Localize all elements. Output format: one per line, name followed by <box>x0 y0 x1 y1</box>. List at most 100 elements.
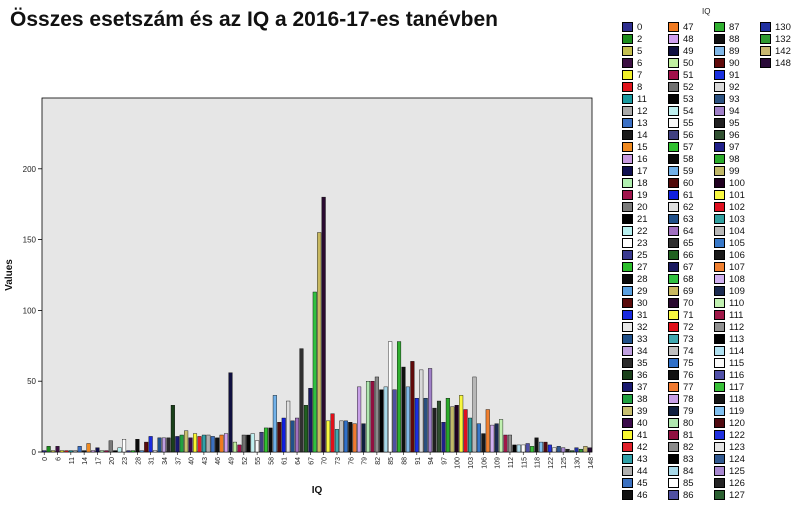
legend-label: 97 <box>729 141 740 153</box>
legend-swatch <box>622 346 633 356</box>
legend-swatch <box>760 22 771 32</box>
y-tick-label: 100 <box>23 306 37 315</box>
legend-label: 60 <box>683 177 694 189</box>
legend-label: 43 <box>637 453 648 465</box>
x-tick-label: 64 <box>295 457 302 465</box>
bar-iq-70 <box>321 196 326 453</box>
legend-label: 31 <box>637 309 648 321</box>
legend-swatch <box>622 430 633 440</box>
legend-swatch <box>760 46 771 56</box>
bar-iq-58 <box>268 427 273 453</box>
legend-label: 111 <box>729 309 744 321</box>
legend-label: 96 <box>729 129 740 141</box>
legend-item-iq-122: 122 <box>714 429 745 441</box>
legend-swatch <box>714 382 725 392</box>
legend-swatch <box>714 190 725 200</box>
legend-swatch <box>714 250 725 260</box>
legend-label: 81 <box>683 429 694 441</box>
legend-label: 32 <box>637 321 648 333</box>
legend-item-iq-62: 62 <box>668 201 694 213</box>
legend-item-iq-99: 99 <box>714 165 740 177</box>
bar-iq-94 <box>428 368 433 453</box>
legend-swatch <box>668 118 679 128</box>
x-tick-label: 67 <box>308 457 315 465</box>
bar-iq-108 <box>490 424 495 453</box>
legend-label: 46 <box>637 489 648 501</box>
bar-iq-111 <box>503 434 508 453</box>
legend-label: 73 <box>683 333 694 345</box>
legend-item-iq-117: 117 <box>714 381 744 393</box>
legend-label: 78 <box>683 393 694 405</box>
legend-item-iq-28: 28 <box>622 273 648 285</box>
x-tick-label: 31 <box>149 457 156 465</box>
legend-swatch <box>714 490 725 500</box>
x-tick-label: 97 <box>441 457 448 465</box>
bar-iq-63 <box>290 420 295 453</box>
legend-swatch <box>714 226 725 236</box>
legend-label: 90 <box>729 57 740 69</box>
legend-item-iq-74: 74 <box>668 345 694 357</box>
legend-swatch <box>668 214 679 224</box>
legend-label: 5 <box>637 45 643 57</box>
legend-label: 102 <box>729 201 745 213</box>
legend-label: 77 <box>683 381 694 393</box>
legend-label: 117 <box>729 381 745 393</box>
legend-swatch <box>714 310 725 320</box>
x-tick-label: 34 <box>162 457 169 465</box>
legend-swatch <box>622 106 633 116</box>
bar-iq-33 <box>157 437 162 453</box>
legend-label: 120 <box>729 417 745 429</box>
legend-label: 95 <box>729 117 740 129</box>
legend-swatch <box>668 442 679 452</box>
legend-label: 83 <box>683 453 694 465</box>
legend-swatch <box>714 142 725 152</box>
legend-label: 23 <box>637 237 648 249</box>
x-tick-label: 112 <box>508 457 515 468</box>
legend-item-iq-98: 98 <box>714 153 740 165</box>
legend-item-iq-16: 16 <box>622 153 648 165</box>
legend-item-iq-20: 20 <box>622 201 648 213</box>
legend-item-iq-25: 25 <box>622 249 648 261</box>
legend-item-iq-112: 112 <box>714 321 744 333</box>
y-tick-label: 0 <box>32 448 37 457</box>
legend-label: 57 <box>683 141 694 153</box>
legend-item-iq-91: 91 <box>714 69 740 81</box>
legend-item-iq-101: 101 <box>714 189 745 201</box>
legend-swatch <box>668 94 679 104</box>
bar-iq-69 <box>317 232 322 453</box>
legend-swatch <box>622 334 633 344</box>
bar-iq-91 <box>414 397 419 453</box>
legend-swatch <box>668 46 679 56</box>
legend-item-iq-86: 86 <box>668 489 694 501</box>
legend-label: 39 <box>637 405 648 417</box>
legend-label: 110 <box>729 297 745 309</box>
legend-swatch <box>668 166 679 176</box>
legend-item-iq-5: 5 <box>622 45 642 57</box>
bar-iq-127 <box>570 450 575 453</box>
legend-item-iq-109: 109 <box>714 285 745 297</box>
legend-label: 27 <box>637 261 648 273</box>
bar-iq-38 <box>179 434 184 453</box>
bar-iq-130 <box>574 447 579 453</box>
x-tick-label: 85 <box>388 457 395 465</box>
legend-label: 82 <box>683 441 694 453</box>
legend-label: 104 <box>729 225 745 237</box>
bar-iq-92 <box>419 369 424 453</box>
legend-label: 84 <box>683 465 694 477</box>
legend-item-iq-42: 42 <box>622 441 648 453</box>
bar-iq-97 <box>441 422 446 453</box>
legend-item-iq-81: 81 <box>668 429 694 441</box>
legend-swatch <box>714 454 725 464</box>
bar-iq-80 <box>365 381 371 453</box>
y-tick-label: 200 <box>23 165 37 174</box>
legend-swatch <box>668 370 679 380</box>
bar-iq-120 <box>543 441 548 453</box>
legend-item-iq-124: 124 <box>714 453 745 465</box>
legend-item-iq-55: 55 <box>668 117 694 129</box>
bar-iq-89 <box>405 386 410 453</box>
legend-item-iq-36: 36 <box>622 369 648 381</box>
legend-swatch <box>714 406 725 416</box>
legend-label: 112 <box>729 321 745 333</box>
legend-label: 100 <box>729 177 745 189</box>
legend-item-iq-32: 32 <box>622 321 648 333</box>
